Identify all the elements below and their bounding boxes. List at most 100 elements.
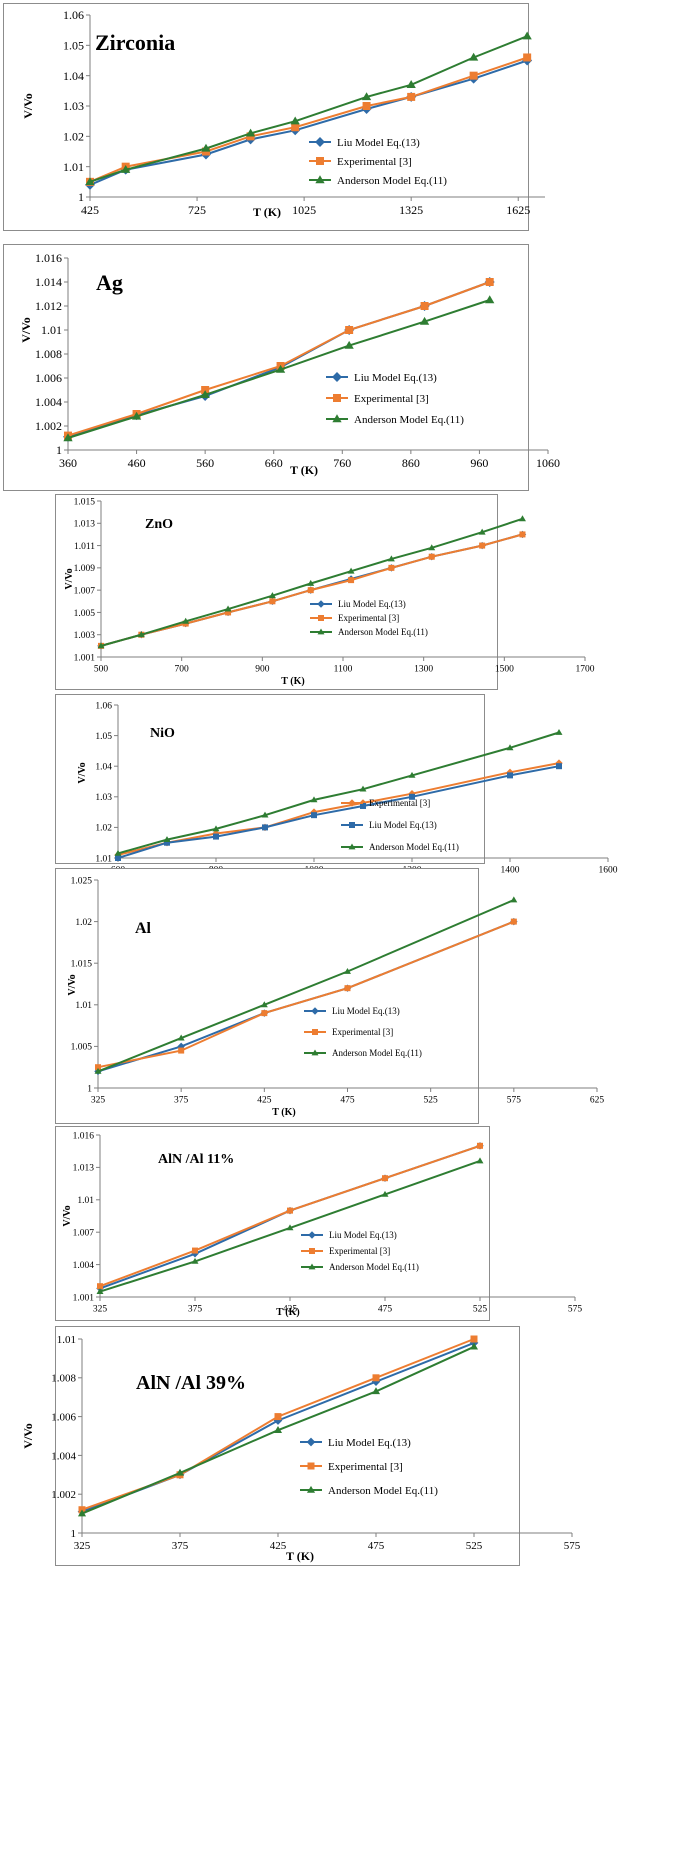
y-tick-label: 1.005 bbox=[71, 1043, 93, 1053]
x-tick-label: 375 bbox=[188, 1305, 203, 1315]
legend-marker bbox=[309, 1248, 315, 1254]
x-tick-label: 460 bbox=[128, 456, 146, 470]
y-tick-label: 1 bbox=[56, 443, 62, 457]
data-point bbox=[347, 567, 355, 574]
data-point bbox=[164, 839, 170, 846]
data-point bbox=[344, 340, 354, 349]
data-point bbox=[273, 1426, 283, 1433]
legend-marker bbox=[317, 600, 325, 608]
legend-label: Anderson Model Eq.(11) bbox=[328, 1485, 438, 1497]
data-point bbox=[307, 579, 315, 586]
y-tick-label: 1.006 bbox=[51, 1411, 76, 1423]
data-point bbox=[381, 1190, 389, 1197]
y-tick-label: 1.02 bbox=[75, 918, 92, 928]
data-point bbox=[275, 364, 286, 373]
data-point bbox=[344, 985, 351, 992]
legend-label: Experimental [3] bbox=[332, 1027, 393, 1037]
y-tick-label: 1.004 bbox=[73, 1261, 95, 1271]
legend-label: Liu Model Eq.(13) bbox=[337, 137, 420, 149]
legend-marker bbox=[348, 843, 356, 850]
legend-label: Anderson Model Eq.(11) bbox=[332, 1048, 422, 1058]
data-point bbox=[519, 531, 526, 538]
legend-marker bbox=[332, 372, 342, 382]
data-point bbox=[268, 592, 276, 599]
chart-panel: 1.001 1.003 1.005 1.007 1.009 1.011 1.013 1.015… bbox=[55, 494, 595, 690]
x-tick-label: 1060 bbox=[536, 456, 560, 470]
y-tick-label: 1.01 bbox=[63, 160, 84, 174]
y-tick-label: 1.005 bbox=[74, 609, 96, 619]
chart-panel: 1 1.005 1.01 1.015 1.02 1.025 325 375 425 475 525 5… bbox=[55, 868, 605, 1124]
chart-panel: 1 1.002 1.004 1.006 1.008 1.01 1.012 1.014 1.016… bbox=[3, 244, 560, 491]
legend-marker bbox=[311, 1049, 319, 1056]
x-tick-label: 375 bbox=[174, 1096, 189, 1106]
x-tick-label: 1400 bbox=[501, 866, 520, 876]
x-tick-label: 660 bbox=[265, 456, 283, 470]
x-tick-label: 325 bbox=[74, 1540, 91, 1552]
data-point bbox=[345, 326, 354, 334]
legend-label: Liu Model Eq.(13) bbox=[354, 372, 437, 384]
data-point bbox=[407, 92, 416, 101]
y-tick-label: 1.015 bbox=[74, 497, 96, 507]
data-point bbox=[261, 811, 269, 818]
chart-title: Ag bbox=[96, 270, 123, 295]
data-point bbox=[96, 1288, 104, 1294]
data-point bbox=[224, 605, 232, 612]
data-point bbox=[245, 128, 256, 137]
data-point bbox=[387, 555, 395, 562]
data-point bbox=[85, 177, 95, 186]
legend-marker bbox=[317, 628, 325, 635]
x-tick-label: 575 bbox=[568, 1305, 583, 1315]
x-axis-title: T (K) bbox=[276, 1307, 299, 1318]
data-point bbox=[175, 1468, 185, 1476]
y-tick-label: 1.013 bbox=[73, 1164, 95, 1174]
data-point bbox=[200, 390, 210, 398]
data-point bbox=[307, 587, 314, 594]
y-tick-label: 1.01 bbox=[77, 1196, 94, 1206]
y-tick-label: 1.008 bbox=[35, 347, 62, 361]
data-point bbox=[286, 1224, 294, 1231]
y-tick-label: 1.04 bbox=[95, 763, 112, 773]
y-tick-label: 1 bbox=[78, 190, 84, 204]
legend-label: Liu Model Eq.(13) bbox=[329, 1230, 397, 1240]
data-point bbox=[510, 896, 518, 903]
x-tick-label: 960 bbox=[470, 456, 488, 470]
y-tick-label: 1.004 bbox=[35, 395, 62, 409]
data-point bbox=[519, 515, 526, 522]
data-point bbox=[262, 824, 268, 831]
y-tick-label: 1.011 bbox=[74, 542, 95, 552]
legend-label: Anderson Model Eq.(11) bbox=[354, 414, 464, 426]
data-point bbox=[468, 52, 479, 61]
y-tick-label: 1.03 bbox=[95, 793, 112, 803]
chart-panel: 1.011.021.031.041.051.066008001000120014… bbox=[55, 694, 618, 886]
legend-marker bbox=[308, 1231, 316, 1239]
y-tick-label: 1.004 bbox=[51, 1450, 76, 1462]
y-axis-title: V/Vo bbox=[19, 317, 33, 343]
chart-frame bbox=[55, 694, 485, 864]
legend-label: Experimental [3] bbox=[337, 156, 412, 168]
x-tick-label: 625 bbox=[590, 1096, 605, 1106]
legend-label: Experimental [3] bbox=[369, 798, 430, 808]
data-point bbox=[212, 825, 220, 832]
legend-marker bbox=[318, 615, 324, 621]
legend-marker bbox=[315, 137, 325, 147]
chart-title: NiO bbox=[150, 726, 175, 741]
data-point bbox=[477, 1142, 483, 1149]
y-tick-label: 1.03 bbox=[63, 99, 84, 113]
data-point bbox=[291, 123, 300, 132]
data-point bbox=[469, 1342, 479, 1350]
y-tick-label: 1.001 bbox=[73, 1293, 95, 1303]
y-axis-title: V/Vo bbox=[67, 974, 78, 995]
data-point bbox=[114, 849, 122, 856]
data-point bbox=[372, 1374, 380, 1382]
y-tick-label: 1.06 bbox=[95, 701, 112, 711]
x-tick-label: 700 bbox=[175, 665, 190, 675]
data-point bbox=[97, 642, 105, 649]
chart-frame bbox=[55, 494, 498, 690]
x-tick-label: 575 bbox=[507, 1096, 522, 1106]
chart-panel: 1.001 1.004 1.007 1.01 1.013 1.016 325 375 425 47… bbox=[55, 1126, 583, 1321]
data-point bbox=[95, 1064, 101, 1071]
y-tick-label: 1.002 bbox=[35, 419, 62, 433]
x-tick-label: 425 bbox=[270, 1540, 287, 1552]
data-point bbox=[63, 433, 73, 442]
